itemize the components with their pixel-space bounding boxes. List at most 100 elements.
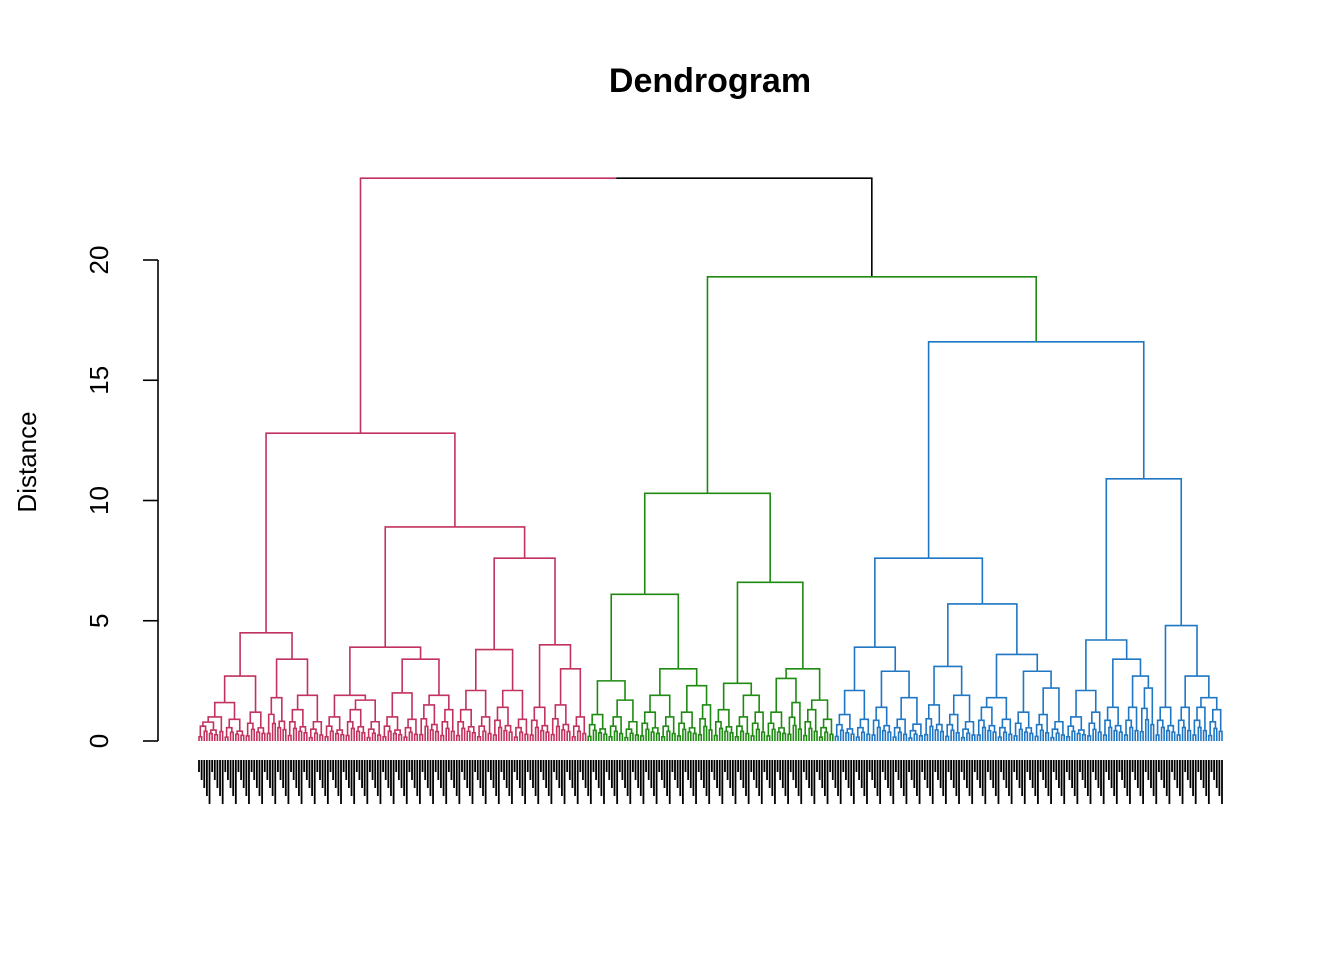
dendrogram-branch [522, 718, 528, 735]
dendrogram-branch [467, 725, 472, 732]
dendrogram-branch [224, 701, 236, 720]
leaf-label [1168, 760, 1171, 804]
leaf-label [1115, 760, 1118, 804]
leaf-label [921, 760, 924, 772]
leaf-label [555, 760, 558, 780]
dendrogram-branch [281, 720, 286, 730]
leaf-label [219, 760, 221, 796]
dendrogram-branch [324, 735, 327, 741]
dendrogram-branch [1077, 729, 1082, 734]
leaf-label [1026, 760, 1029, 772]
dendrogram-branch [723, 708, 730, 727]
dendrogram-branch [361, 732, 364, 741]
leaf-label [505, 760, 508, 788]
dendrogram-branch [768, 735, 771, 741]
leaf-label [550, 760, 553, 804]
dendrogram-branch [594, 729, 597, 741]
leaf-label [708, 760, 711, 804]
dendrogram-branch [859, 718, 865, 728]
dendrogram-branch [924, 733, 927, 741]
dendrogram-branch [360, 725, 365, 733]
dendrogram-branch [500, 726, 503, 741]
dendrogram-branch [802, 668, 821, 701]
dendrogram-branch [1058, 720, 1064, 736]
leaf-label [490, 760, 492, 780]
dendrogram-branch [1212, 720, 1217, 729]
leaf-label [947, 760, 950, 772]
leaf-label [532, 760, 534, 788]
leaf-label [845, 760, 847, 780]
leaf-label [758, 760, 761, 796]
dendrogram-branch [326, 735, 329, 741]
dendrogram-branch [1220, 730, 1223, 741]
dendrogram-branch [459, 708, 466, 722]
dendrogram-branch [1193, 719, 1198, 736]
leaf-label [263, 760, 266, 772]
dendrogram-branch [773, 728, 776, 741]
dendrogram-branch [892, 736, 895, 741]
dendrogram-branch [1127, 706, 1133, 721]
leaf-label [1121, 760, 1123, 780]
dendrogram-branch [784, 732, 787, 741]
leaf-label [653, 760, 655, 796]
dendrogram-branch [534, 719, 538, 728]
leaf-label [450, 760, 453, 780]
dendrogram-branch [375, 720, 380, 736]
dendrogram-branch [860, 731, 864, 741]
dendrogram-branch [981, 726, 985, 741]
dendrogram-branch [1143, 478, 1183, 626]
dendrogram-branch [408, 726, 412, 733]
leaf-label [1192, 760, 1194, 796]
dendrogram-branch [561, 729, 564, 741]
dendrogram-branch [1131, 675, 1141, 708]
dendrogram-branch [788, 716, 793, 735]
leaf-label [989, 760, 992, 780]
leaf-label [227, 760, 229, 780]
leaf-label [892, 760, 895, 804]
dendrogram-branch [1078, 732, 1081, 741]
leaf-label [453, 760, 455, 788]
dendrogram-branch [317, 720, 323, 736]
dendrogram-branch [468, 730, 471, 741]
leaf-label [1060, 760, 1063, 796]
dendrogram-branch [231, 731, 234, 741]
dendrogram-branch [454, 526, 526, 559]
leaf-label [1157, 760, 1160, 772]
leaf-label [1152, 760, 1155, 796]
dendrogram-branch [757, 728, 760, 741]
y-tick-label: 5 [84, 614, 114, 628]
leaf-label [1129, 760, 1131, 804]
dendrogram-branch [872, 719, 877, 736]
dendrogram-branch [504, 724, 509, 731]
dendrogram-branch [292, 658, 309, 696]
dendrogram-branch [245, 735, 248, 741]
leaf-label [695, 760, 697, 804]
dendrogram-branch [947, 735, 950, 741]
dendrogram-branch [759, 711, 764, 733]
dendrogram-branch [776, 731, 779, 741]
leaf-label [929, 760, 931, 796]
leaf-label [1029, 760, 1031, 780]
leaf-label [960, 760, 963, 772]
leaf-label [524, 760, 526, 804]
dendrogram-branch [871, 734, 874, 741]
dendrogram-branch [476, 735, 480, 741]
dendrogram-branch [392, 716, 399, 731]
leaf-label [1034, 760, 1037, 796]
dendrogram-branch [742, 694, 752, 717]
dendrogram-branch [977, 719, 982, 736]
leaf-label [668, 760, 671, 804]
dendrogram-branch [461, 727, 464, 741]
dendrogram-branch [681, 722, 686, 730]
dendrogram-branch [659, 694, 671, 717]
dendrogram-branch [664, 716, 670, 727]
dendrogram-branch [487, 732, 490, 741]
dendrogram-branch [782, 732, 785, 741]
dendrogram-branch [517, 718, 523, 728]
leaf-label [624, 760, 626, 788]
leaf-label [621, 760, 624, 780]
dendrogram-branch [355, 730, 359, 741]
leaf-label [1044, 760, 1047, 788]
leaf-label [792, 760, 795, 780]
leaf-label [979, 760, 981, 788]
